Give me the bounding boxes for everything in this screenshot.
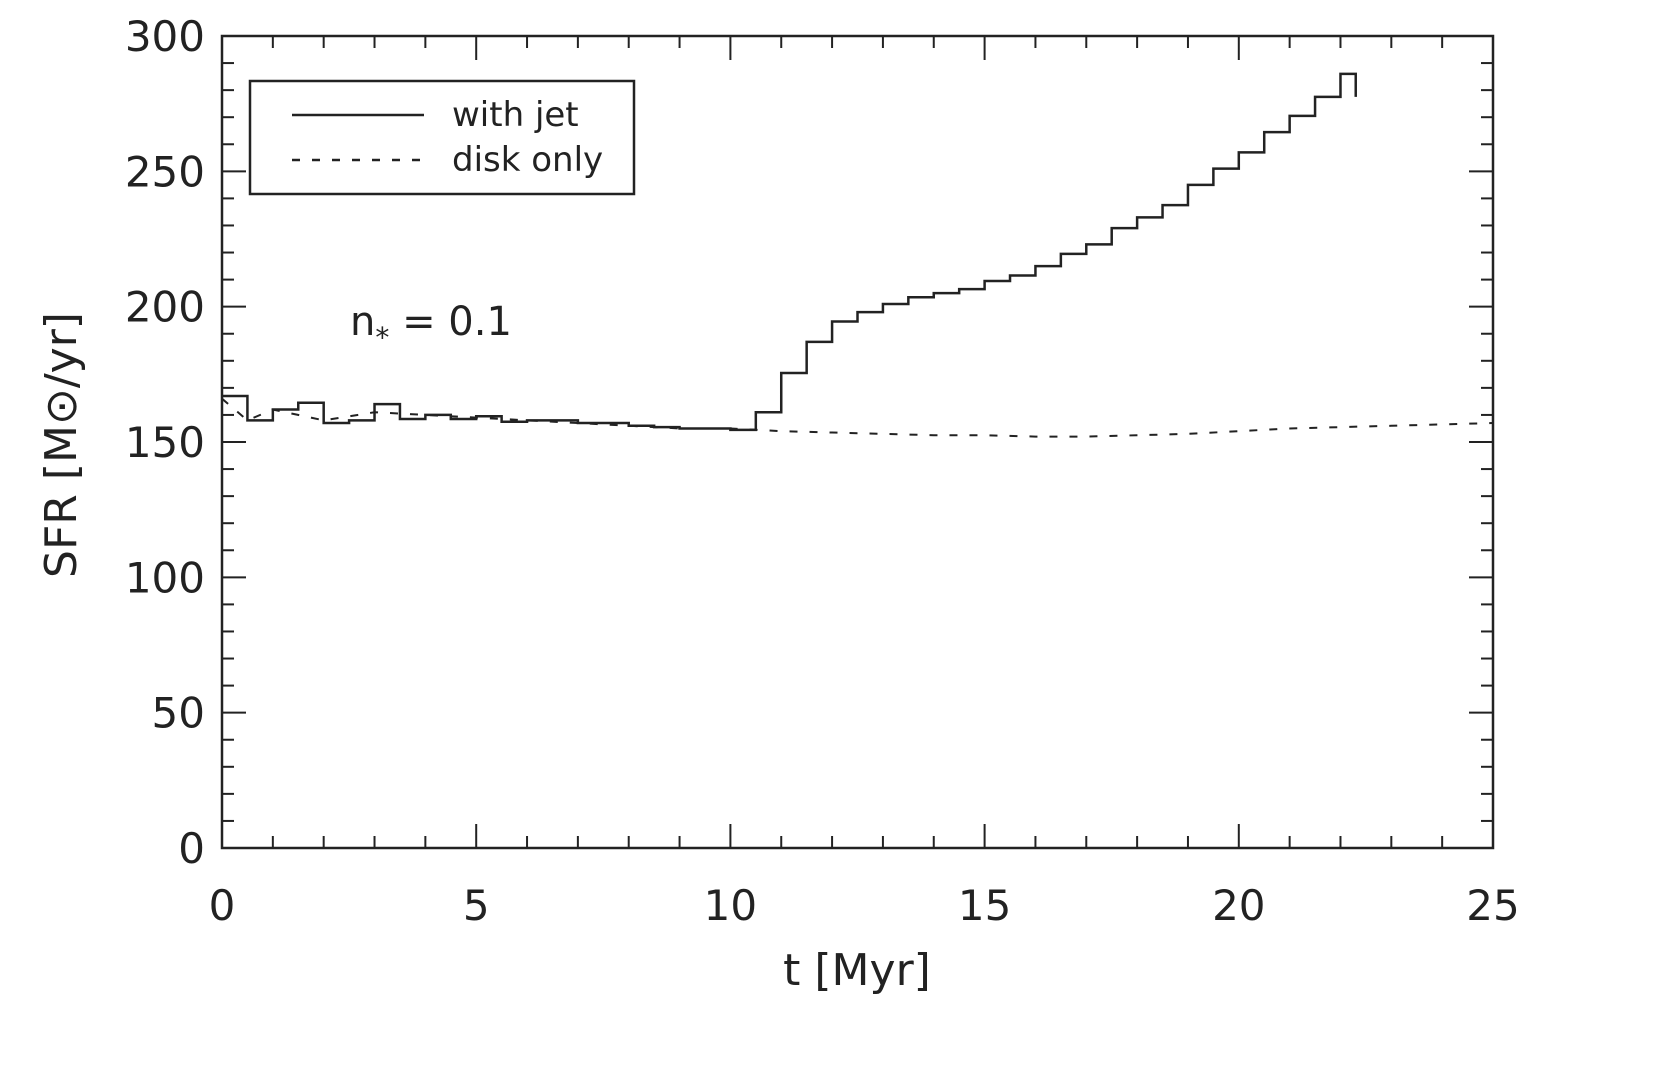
legend: with jet disk only [248,79,636,196]
y-tick-label: 0 [178,824,205,873]
x-tick-label: 5 [463,881,490,930]
x-axis-label: t [Myr] [783,945,931,996]
x-tick-label: 15 [958,881,1011,930]
legend-label-with-jet: with jet [452,95,579,135]
x-tick-label: 10 [704,881,757,930]
svg-text:n* = 0.1: n* = 0.1 [350,299,512,354]
annotation-base: n [350,299,375,345]
y-tick-label: 50 [152,689,205,738]
plot-frame [220,34,1495,850]
x-tick-label: 0 [209,881,236,930]
series-disk-only [221,397,1494,438]
legend-label-disk-only: disk only [452,140,603,180]
series-with-jet [222,72,1357,432]
y-axis-label: SFR [M⊙/yr] [36,312,87,578]
annotation-sub: * [375,321,389,354]
y-tick-label: 200 [125,283,205,332]
x-tick-label: 25 [1466,881,1519,930]
y-tick-label: 100 [125,553,205,602]
x-tick-label: 20 [1212,881,1265,930]
annotation-rest: = 0.1 [389,299,512,345]
y-tick-label: 250 [125,147,205,196]
annotation: n* = 0.1 [350,299,512,354]
y-tick-label: 300 [125,12,205,61]
y-tick-label: 150 [125,418,205,467]
legend-box [248,79,636,196]
